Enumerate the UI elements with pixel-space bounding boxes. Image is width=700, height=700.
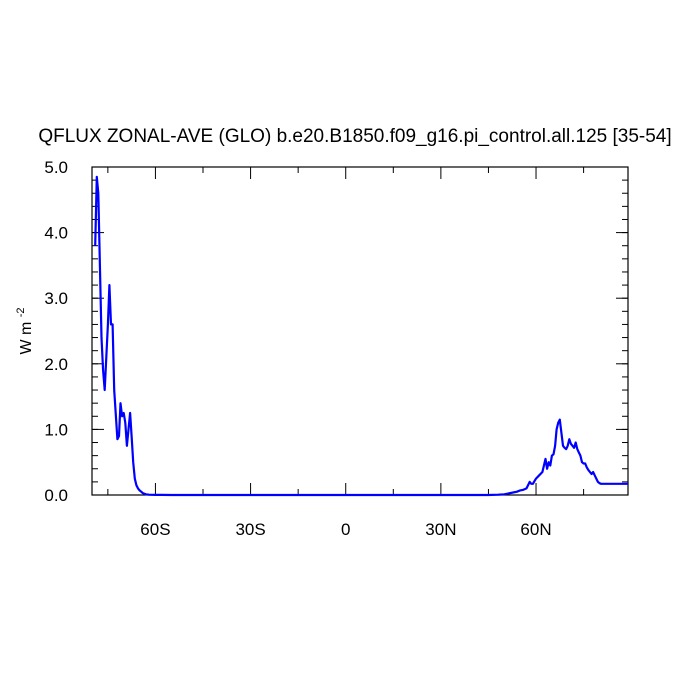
y-axis: 0.0 1.0 2.0 3.0 4.0 5.0 <box>44 158 628 505</box>
series-line <box>94 175 628 497</box>
y-tick-label: 3.0 <box>44 289 68 308</box>
y-tick-label: 0.0 <box>44 486 68 505</box>
x-tick-label: 60N <box>520 520 551 539</box>
minor-ticks <box>92 166 628 496</box>
y-axis-label-superscript: -2 <box>15 307 27 317</box>
x-tick-label: 60S <box>140 520 170 539</box>
chart-title: QFLUX ZONAL-AVE (GLO) b.e20.B1850.f09_g1… <box>38 126 671 147</box>
x-tick-label: 30S <box>235 520 265 539</box>
y-tick-label: 5.0 <box>44 158 68 177</box>
x-tick-label: 30N <box>425 520 456 539</box>
y-tick-label: 2.0 <box>44 355 68 374</box>
y-axis-label: W m -2 <box>15 307 35 354</box>
x-tick-label: 0 <box>341 520 350 539</box>
x-axis: 60S 30S 0 30N 60N <box>140 167 552 539</box>
plot-frame <box>91 166 629 496</box>
y-tick-label: 1.0 <box>44 420 68 439</box>
y-tick-label: 4.0 <box>44 224 68 243</box>
y-axis-label-text: W m <box>18 322 35 355</box>
